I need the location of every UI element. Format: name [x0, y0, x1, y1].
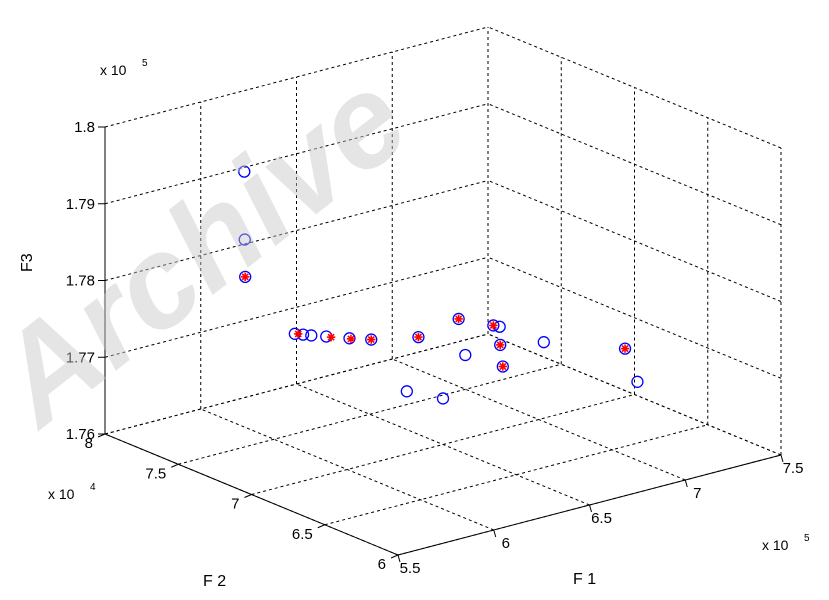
y-axis-label: F 2	[203, 573, 226, 590]
z-exponent-base: x 10	[100, 62, 127, 78]
y-tick-label: 6.5	[292, 526, 313, 543]
y-tick-label: 7.5	[145, 465, 166, 482]
side-wall-grid-line	[487, 333, 782, 456]
x-tick-label: 6.5	[591, 510, 612, 527]
y-exponent-power: 4	[90, 482, 96, 493]
circle-marker	[537, 336, 550, 349]
y-tick-mark	[244, 494, 252, 498]
circle-marker	[452, 312, 465, 326]
axis-lines	[97, 126, 784, 563]
circle-marker	[238, 233, 251, 246]
circle-marker	[365, 333, 378, 346]
circle-marker	[238, 165, 251, 178]
y-exponent-base: x 10	[48, 486, 75, 502]
y-tick-mark	[317, 524, 325, 529]
x-tick-label: 7	[693, 485, 701, 502]
y-tick-mark	[390, 554, 399, 559]
z-tick-label: 1.79	[66, 196, 95, 213]
x-axis-label: F 1	[573, 571, 596, 588]
x-exponent-base: x 10	[762, 537, 789, 553]
circle-marker	[400, 385, 413, 398]
watermark: Archive	[0, 43, 433, 454]
x-exponent-power: 5	[804, 533, 810, 544]
y-tick-label: 7	[231, 496, 239, 513]
star-marker	[414, 332, 423, 342]
x-tick-mark	[684, 479, 688, 488]
star-marker	[346, 334, 356, 344]
x-tick-label: 6	[502, 535, 510, 552]
side-wall-grid-line	[487, 26, 782, 149]
side-wall-grid-line	[487, 180, 782, 302]
x-tick-label: 7.5	[783, 460, 804, 477]
circle-marker	[494, 338, 507, 352]
z-tick-label: 1.8	[74, 119, 95, 136]
data-points	[238, 165, 644, 405]
side-wall-grid-line	[487, 256, 782, 379]
circle-marker	[412, 330, 425, 344]
star-marker	[496, 340, 505, 350]
x-tick-label: 5.5	[400, 560, 421, 577]
circle-marker	[496, 360, 509, 373]
star-marker	[240, 272, 250, 282]
x-tick-mark	[589, 504, 592, 513]
circle-marker	[631, 375, 644, 388]
star-marker	[294, 329, 303, 339]
circle-marker	[305, 329, 318, 342]
star-marker	[489, 321, 498, 330]
tick-labels: 5.5 6 6.5 7 7.5 6 6.5 7 7.5 81.76 1.77 1.78 1.79 1.8	[66, 119, 804, 577]
star-marker	[620, 344, 630, 353]
x-exponent: x 10 5	[762, 533, 810, 553]
circle-marker	[618, 342, 632, 355]
z-exponent-power: 5	[142, 58, 148, 69]
y-tick-mark	[171, 463, 179, 468]
star-marker	[454, 314, 463, 324]
star-marker	[498, 362, 508, 371]
y-exponent: x 10 4	[48, 482, 96, 502]
circle-marker	[239, 270, 252, 284]
x-tick-mark	[397, 554, 401, 563]
x-tick-mark	[780, 454, 784, 463]
side-wall-grid-line	[487, 103, 782, 226]
circle-marker	[487, 319, 500, 332]
floor-grid-line	[178, 363, 562, 465]
z-axis-label: F3	[19, 253, 36, 272]
z-exponent: x 10 5	[100, 58, 148, 78]
star-marker	[367, 335, 376, 344]
grid-lines	[104, 26, 782, 556]
circle-marker	[436, 392, 450, 405]
star-marker	[326, 332, 336, 342]
y-tick-label: 6	[378, 556, 386, 573]
y-tick-label: 8	[85, 435, 93, 452]
z-tick-label: 1.76	[66, 426, 95, 443]
z-tick-label: 1.77	[66, 349, 95, 366]
x-tick-mark	[493, 529, 497, 538]
circle-marker	[459, 348, 472, 362]
z-tick-label: 1.78	[66, 273, 95, 290]
floor-grid-line	[296, 383, 590, 506]
